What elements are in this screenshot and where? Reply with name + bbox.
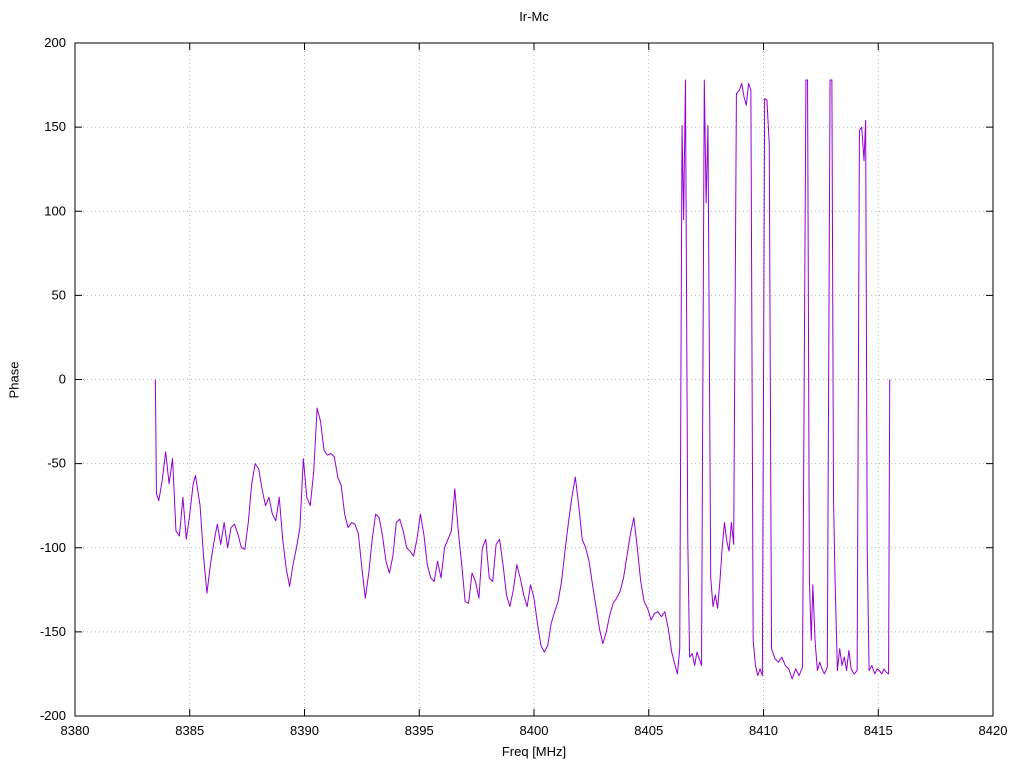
x-tick-label: 8400: [520, 723, 549, 738]
phase-series-line: [154, 79, 891, 680]
y-tick-label: 0: [59, 372, 66, 387]
y-tick-label: 100: [44, 203, 66, 218]
y-tick-label: -50: [47, 456, 66, 471]
x-tick-label: 8410: [749, 723, 778, 738]
x-tick-label: 8405: [634, 723, 663, 738]
y-tick-label: -150: [40, 624, 66, 639]
x-tick-label: 8415: [864, 723, 893, 738]
y-tick-label: 200: [44, 35, 66, 50]
x-tick-label: 8380: [61, 723, 90, 738]
x-tick-label: 8395: [405, 723, 434, 738]
plot-border: [74, 42, 994, 717]
chart-title: Ir-Mc: [519, 9, 549, 24]
y-tick-label: -100: [40, 540, 66, 555]
x-axis-label: Freq [MHz]: [501, 744, 567, 759]
x-tick-label: 8385: [175, 723, 204, 738]
y-axis-label: Phase: [6, 361, 22, 399]
x-tick-label: 8390: [290, 723, 319, 738]
y-tick-label: 150: [44, 119, 66, 134]
x-tick-label: 8420: [979, 723, 1008, 738]
y-tick-label: -200: [40, 708, 66, 723]
y-tick-label: 50: [52, 287, 66, 302]
